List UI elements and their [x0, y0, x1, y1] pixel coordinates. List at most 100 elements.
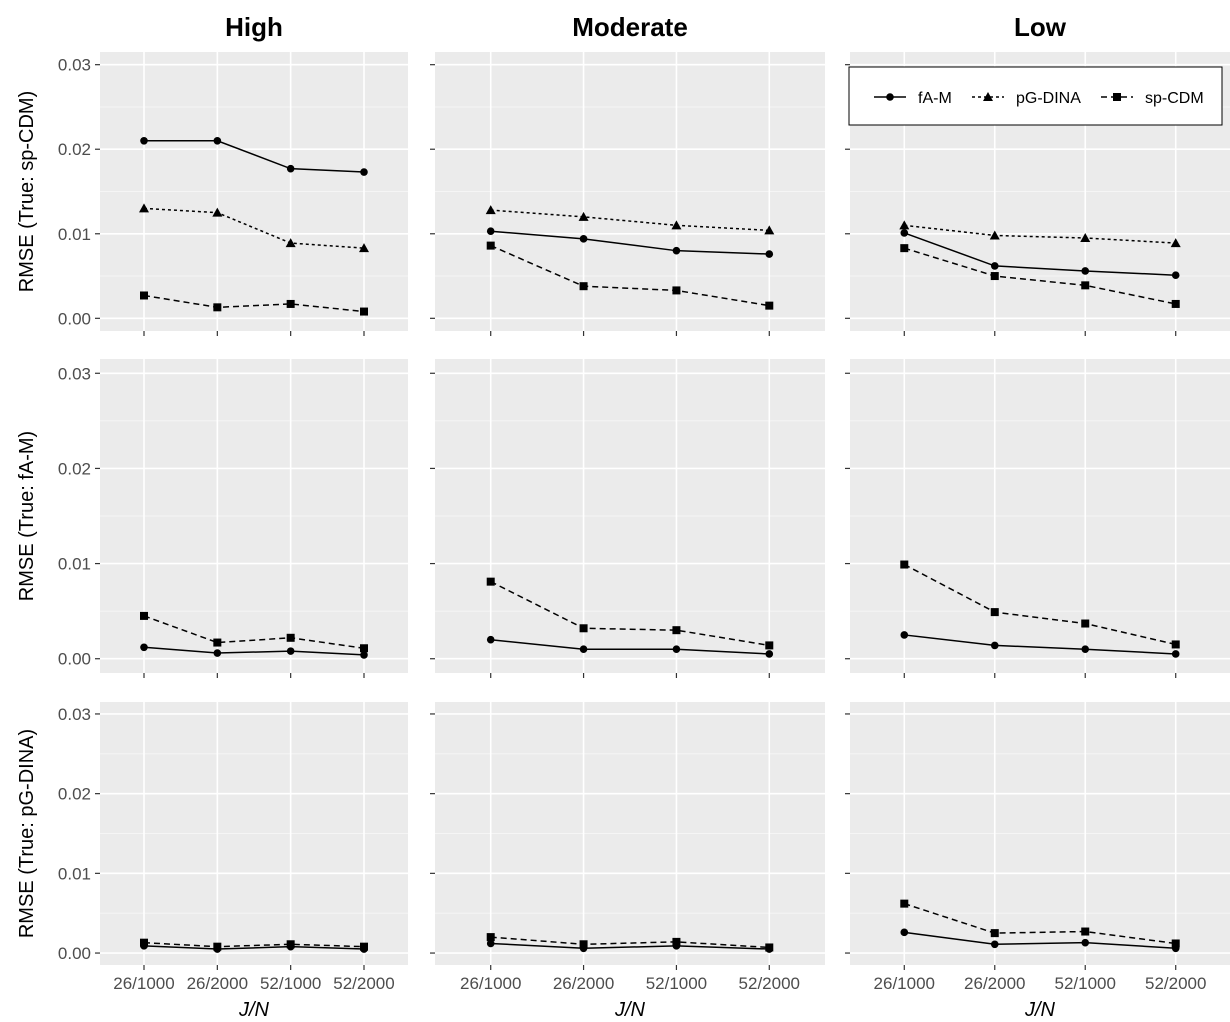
point-pg-dina — [1080, 233, 1091, 242]
series-group-0-2 — [899, 220, 1181, 308]
series-line-sp-cdm — [490, 580, 770, 647]
y-tick-label: 0.01 — [58, 555, 91, 574]
point-pg-dina — [285, 238, 296, 248]
point-fa-m — [579, 645, 588, 654]
point-pg-dina — [212, 207, 223, 217]
panel-1-1 — [430, 359, 825, 678]
series-line-sp-cdm — [143, 941, 365, 948]
point-fa-m — [900, 229, 909, 237]
y-tick-label: 0.03 — [58, 364, 91, 383]
y-axis-label-row-2: RMSE (True: pG-DINA) — [16, 729, 38, 938]
panel-0-1 — [430, 52, 825, 336]
point-pg-dina — [764, 225, 775, 235]
point-sp-cdm — [360, 307, 368, 316]
point-sp-cdm — [486, 577, 495, 586]
point-sp-cdm — [579, 282, 588, 291]
point-sp-cdm — [900, 560, 909, 569]
x-tick-label: 52/2000 — [1145, 974, 1206, 993]
point-sp-cdm — [672, 626, 681, 635]
point-fa-m — [360, 168, 368, 176]
y-tick-label: 0.01 — [58, 225, 91, 244]
x-tick-label: 26/2000 — [553, 974, 614, 993]
series-line-fa-m — [904, 931, 1176, 950]
series-line-fa-m — [490, 638, 770, 655]
series-line-sp-cdm — [490, 244, 770, 307]
series-group-2-2 — [900, 899, 1180, 953]
point-sp-cdm — [286, 633, 295, 642]
y-tick-label: 0.03 — [58, 705, 91, 724]
y-tick-label: 0.02 — [58, 785, 91, 804]
y-tick-label: 0.02 — [58, 459, 91, 478]
x-axis-title-col-1: J/N — [614, 999, 646, 1021]
series-group-1-2 — [900, 560, 1180, 658]
series-line-fa-m — [143, 646, 365, 656]
point-sp-cdm — [900, 244, 909, 253]
point-sp-cdm — [990, 608, 999, 617]
series-line-pg-dina — [490, 209, 770, 232]
series-group-1-0 — [140, 611, 368, 659]
point-pg-dina — [485, 205, 496, 215]
point-sp-cdm — [1171, 640, 1180, 649]
point-sp-cdm — [213, 942, 222, 951]
facet-title-high: High — [225, 12, 283, 42]
point-sp-cdm — [900, 899, 909, 908]
x-tick-label: 26/2000 — [187, 974, 248, 993]
series-line-fa-m — [490, 230, 770, 255]
series-line-fa-m — [143, 945, 365, 950]
series-line-sp-cdm — [490, 936, 770, 949]
series-line-fa-m — [904, 634, 1176, 655]
point-sp-cdm — [1081, 619, 1090, 628]
point-sp-cdm — [579, 940, 588, 949]
x-tick-label: 26/1000 — [874, 974, 935, 993]
point-sp-cdm — [1081, 927, 1090, 936]
panel-0-0: 0.00 0.01 0.02 0.03 — [58, 52, 408, 336]
point-sp-cdm — [140, 291, 148, 300]
point-fa-m — [140, 643, 148, 652]
y-tick-label: 0.00 — [58, 944, 91, 963]
point-sp-cdm — [1171, 299, 1180, 308]
legend-label-fa-m: fA-M — [918, 90, 952, 107]
series-line-fa-m — [490, 942, 770, 950]
point-pg-dina — [578, 211, 589, 221]
point-fa-m — [486, 227, 495, 236]
series-group-2-1 — [486, 933, 774, 953]
point-pg-dina — [899, 220, 910, 230]
point-sp-cdm — [672, 937, 681, 946]
series-line-sp-cdm — [904, 247, 1176, 305]
series-line-sp-cdm — [143, 294, 365, 313]
legend-marker-sp-cdm — [1113, 93, 1121, 101]
y-tick-label: 0.00 — [58, 309, 91, 328]
point-sp-cdm — [1171, 939, 1180, 948]
point-fa-m — [213, 649, 222, 657]
y-tick-label: 0.00 — [58, 650, 91, 669]
series-line-sp-cdm — [904, 902, 1176, 945]
point-pg-dina — [139, 203, 149, 213]
point-sp-cdm — [286, 940, 295, 949]
y-axis-label-row-0: RMSE (True: sp-CDM) — [16, 91, 38, 292]
series-line-fa-m — [144, 140, 365, 173]
x-tick-label: 26/2000 — [964, 974, 1025, 993]
point-sp-cdm — [486, 241, 495, 250]
series-group-2-0 — [140, 938, 368, 953]
point-fa-m — [900, 631, 909, 639]
point-pg-dina — [359, 243, 369, 253]
x-tick-label: 52/1000 — [646, 974, 707, 993]
point-fa-m — [1081, 938, 1090, 947]
point-fa-m — [672, 645, 681, 654]
legend-label-pg-dina: pG-DINA — [1016, 90, 1081, 107]
point-fa-m — [140, 136, 148, 145]
point-fa-m — [990, 940, 999, 949]
point-sp-cdm — [765, 641, 774, 650]
legend-marker-pg-dina — [983, 92, 993, 101]
point-sp-cdm — [213, 303, 222, 312]
point-sp-cdm — [672, 286, 681, 295]
point-sp-cdm — [1081, 281, 1090, 290]
x-axis-title-col-0: J/N — [238, 999, 270, 1021]
point-fa-m — [990, 262, 999, 270]
point-fa-m — [360, 651, 368, 659]
point-pg-dina — [1170, 238, 1181, 248]
x-axis-title-col-2: J/N — [1024, 999, 1056, 1021]
panel-2-2 — [845, 702, 1230, 970]
y-tick-label: 0.01 — [58, 864, 91, 883]
point-fa-m — [672, 246, 681, 255]
